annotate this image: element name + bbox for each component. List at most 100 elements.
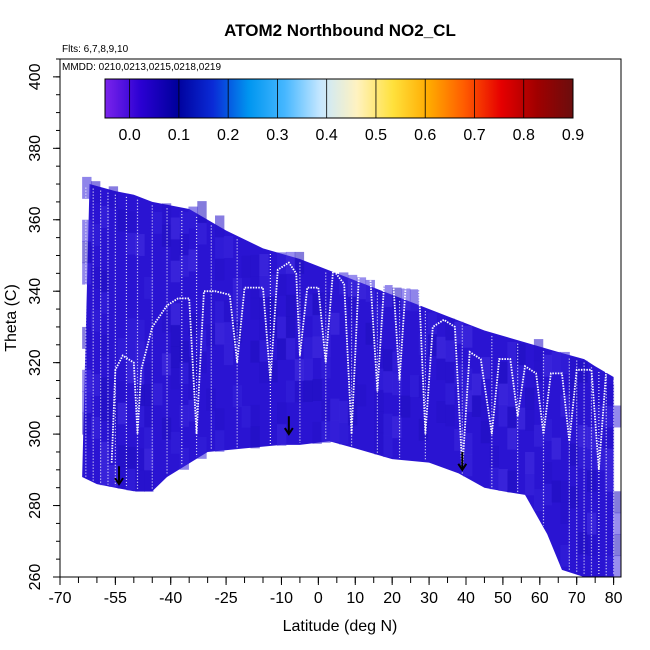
colorbar-tick-label: 0.1 (168, 127, 190, 144)
shade-cell (126, 232, 136, 255)
shade-cell (595, 448, 606, 471)
colorbar-gradient (104, 78, 574, 119)
shade-cell (277, 338, 287, 361)
shade-cell (82, 219, 92, 242)
shade-cell (418, 418, 429, 441)
shade-cell (454, 428, 464, 451)
shade-cell (232, 278, 243, 300)
shade-cell (374, 411, 384, 434)
shade-cell (91, 374, 101, 397)
shade-cell (294, 294, 305, 317)
shade-cell (551, 351, 561, 374)
y-tick-label: 360 (27, 206, 44, 233)
shade-cell (321, 399, 331, 422)
shade-cell (551, 480, 561, 503)
shade-cell (542, 461, 553, 484)
shade-cell (436, 401, 446, 423)
x-tick-label: 0 (314, 590, 323, 607)
shade-cell (560, 501, 570, 524)
shade-cell (179, 447, 189, 470)
shade-cell (170, 303, 181, 326)
shade-cell (82, 391, 92, 414)
shade-cell (604, 384, 615, 407)
shade-cell (294, 380, 305, 403)
shade-cell (117, 209, 127, 232)
shade-cell (604, 405, 615, 428)
shade-cell (436, 358, 446, 381)
x-tick-label: -10 (270, 590, 293, 607)
shade-cell (560, 544, 570, 567)
shade-cell (516, 364, 526, 387)
shade-cell (383, 285, 393, 307)
shade-cell (383, 349, 393, 372)
shade-cell (135, 234, 145, 256)
shade-cell (170, 431, 181, 454)
shade-cell (99, 270, 110, 293)
shade-cell (587, 426, 597, 449)
shade-cell (383, 435, 393, 458)
shade-cell (135, 362, 145, 385)
shade-cell (551, 437, 561, 460)
shade-cell (285, 380, 296, 403)
shade-cell (126, 446, 136, 469)
shade-cell (99, 291, 110, 314)
shade-cell (170, 324, 181, 347)
shade-cell (82, 369, 92, 392)
shade-cell (604, 426, 615, 449)
shade-cell (365, 279, 375, 302)
shade-cell (99, 463, 110, 486)
shade-cell (569, 379, 579, 402)
shade-cell (179, 362, 189, 385)
shade-cell (259, 339, 269, 362)
colorbar-tick-label: 0.0 (119, 127, 141, 144)
arrow-marker (114, 466, 124, 486)
shade-cell (179, 254, 189, 277)
x-axis-label: Latitude (deg N) (283, 618, 398, 635)
shade-cell (99, 441, 110, 464)
shade-cell (108, 400, 119, 423)
tropopause-trace (110, 261, 614, 470)
shade-cell (507, 470, 517, 493)
x-tick-label: 70 (568, 590, 586, 607)
shade-cell (250, 340, 260, 363)
shade-cell (215, 408, 225, 431)
shade-cell (578, 425, 588, 447)
shade-cell (250, 297, 260, 320)
shade-cell (374, 389, 384, 412)
shade-cell (285, 337, 296, 360)
shade-cell (303, 380, 313, 403)
y-tick-label: 300 (27, 421, 44, 448)
shade-cell (188, 378, 198, 400)
shade-cell (250, 404, 260, 427)
x-tick-label: 10 (346, 590, 364, 607)
shade-cell (135, 405, 145, 428)
colorbar-tick-label: 0.6 (414, 127, 436, 144)
shade-cell (197, 351, 207, 374)
x-tick-label: -40 (159, 590, 182, 607)
shade-cell (232, 320, 243, 343)
shade-cell (250, 426, 260, 449)
shade-cell (401, 395, 411, 418)
shade-cell (108, 464, 119, 487)
shade-cell (188, 313, 198, 336)
plot-area (70, 176, 621, 577)
x-tick-label: -25 (215, 590, 238, 607)
shade-cell (454, 321, 464, 344)
x-tick-label: 20 (383, 590, 401, 607)
shade-cell (277, 252, 287, 275)
shade-cell (312, 378, 322, 401)
shade-cell (144, 448, 154, 471)
shade-cell (445, 361, 455, 384)
shade-cell (144, 469, 154, 492)
shade-cell (533, 424, 544, 447)
shade-cell (516, 407, 526, 430)
y-tick-label: 400 (27, 63, 44, 90)
shade-cell (170, 367, 181, 390)
shade-cell (595, 405, 606, 428)
shade-cell (223, 343, 234, 366)
y-axis: 260 280 300 320 340 360 380 400 (27, 58, 60, 590)
shade-cell (330, 420, 340, 442)
shade-cell (516, 343, 526, 366)
shade-cell (188, 399, 198, 422)
chart-title: ATOM2 Northbound NO2_CL (224, 21, 456, 40)
